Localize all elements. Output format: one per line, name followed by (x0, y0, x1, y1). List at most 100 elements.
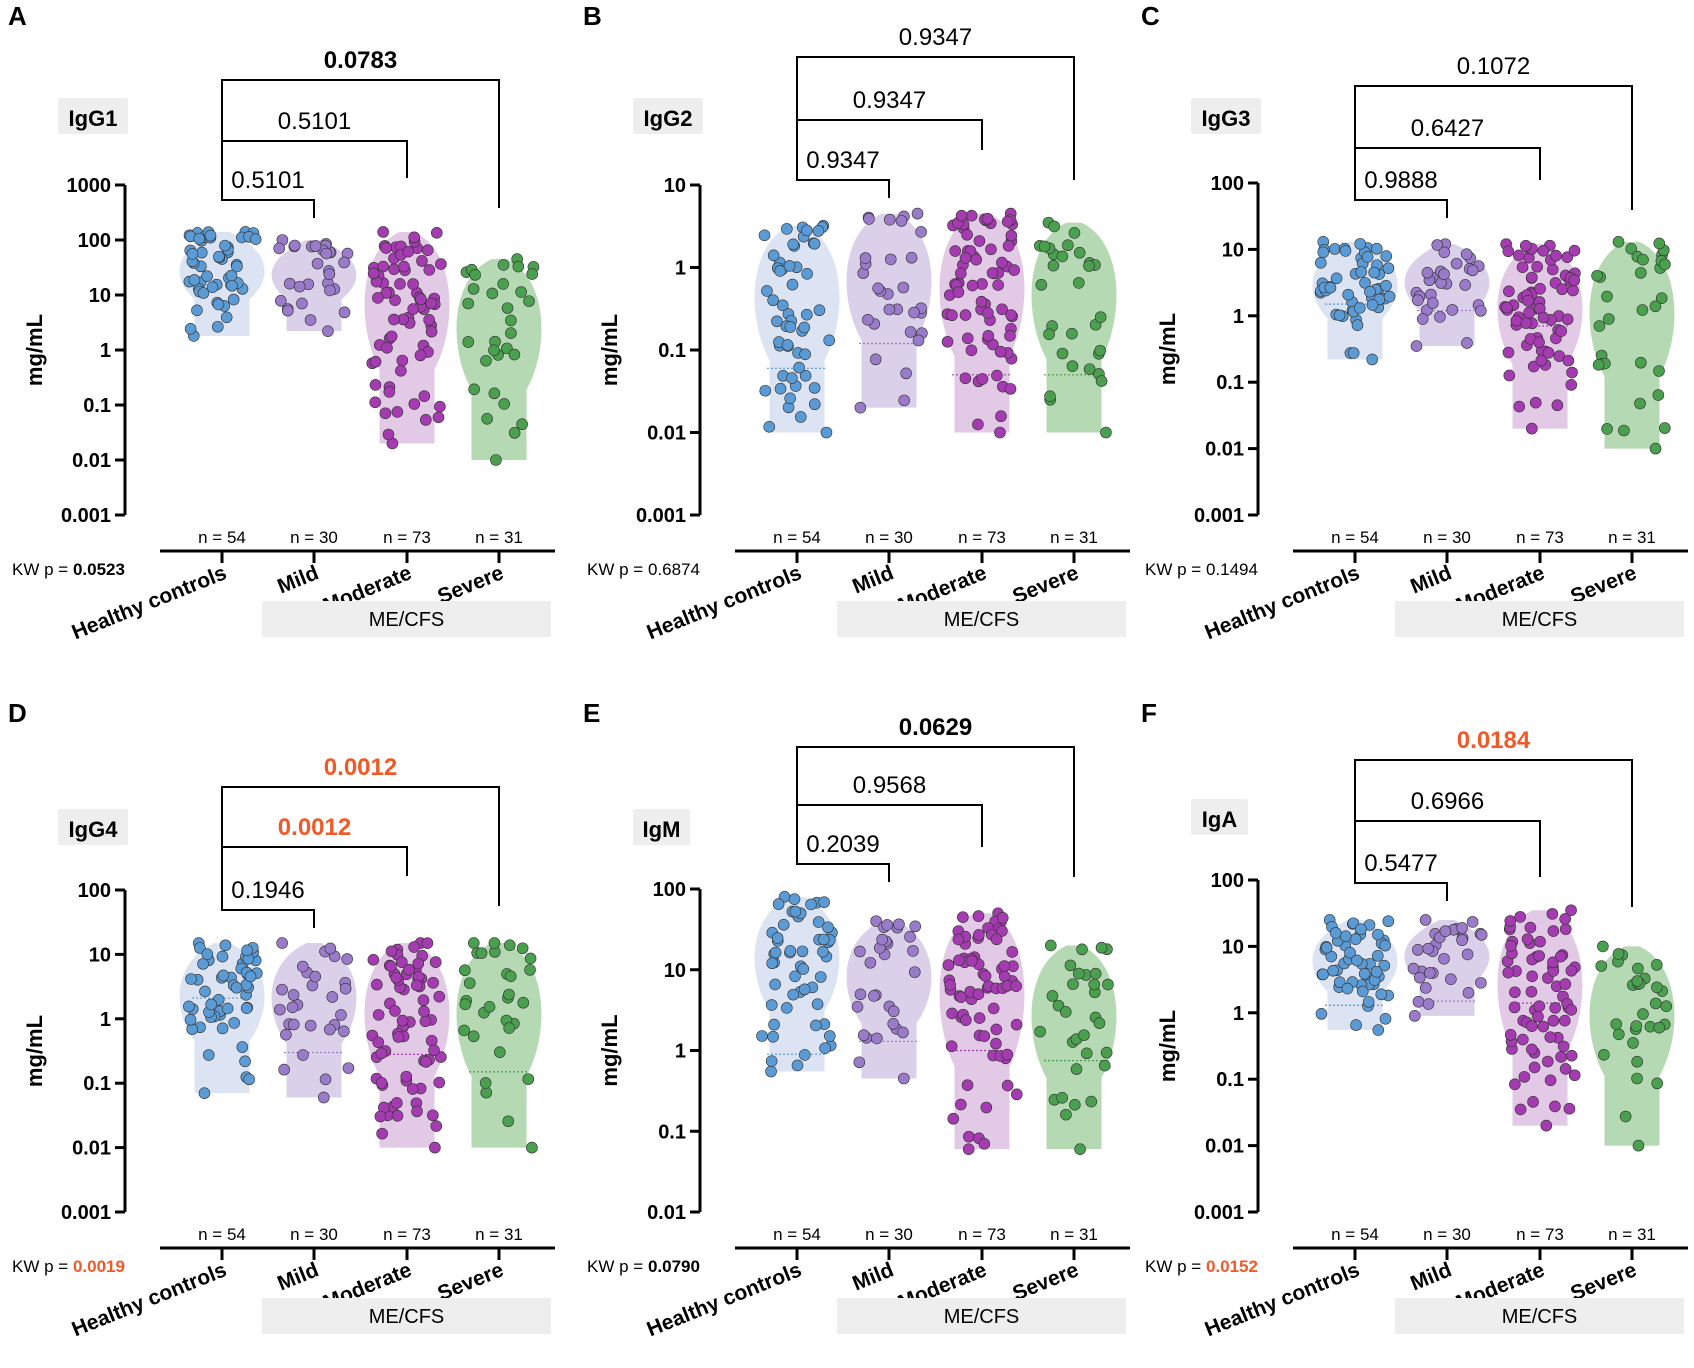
data-point (1649, 997, 1662, 1010)
data-point (1327, 964, 1339, 977)
data-point (1320, 941, 1333, 954)
data-point (1329, 927, 1342, 939)
data-point (1533, 336, 1545, 349)
data-point (959, 372, 972, 385)
data-point (1064, 959, 1077, 972)
data-point (812, 916, 825, 928)
data-point (769, 978, 781, 991)
data-point (1568, 1069, 1581, 1082)
y-tick-label: 1 (675, 258, 686, 280)
data-point (226, 279, 238, 292)
data-point (1563, 1102, 1576, 1115)
data-point (787, 988, 800, 1001)
n-label: n = 30 (290, 1225, 338, 1244)
y-tick-label: 0.1 (83, 1073, 111, 1095)
category-label: Mild (274, 561, 322, 598)
comparison-p-value: 0.6427 (1411, 115, 1484, 142)
panel-letter: B (583, 1, 602, 31)
data-point (515, 286, 527, 298)
data-point (814, 971, 827, 983)
data-point (309, 970, 322, 983)
data-point (1526, 1020, 1538, 1032)
data-point (994, 345, 1007, 358)
n-label: n = 30 (290, 528, 338, 547)
n-label: n = 73 (958, 528, 1006, 547)
data-point (1375, 988, 1388, 1001)
data-point (459, 998, 472, 1011)
data-point (205, 998, 217, 1011)
data-point (219, 239, 231, 252)
data-point (789, 905, 802, 918)
data-point (1550, 249, 1562, 262)
data-point (468, 383, 480, 396)
data-point (280, 1028, 292, 1041)
data-point (1541, 1055, 1554, 1068)
data-point (966, 955, 978, 967)
data-point (765, 1055, 778, 1067)
data-point (810, 1019, 822, 1032)
data-point (1559, 1014, 1571, 1027)
y-tick-label: 0.1 (1216, 1069, 1244, 1091)
data-point (1509, 986, 1521, 999)
data-point (962, 1143, 975, 1155)
data-point (1456, 922, 1468, 934)
data-point (408, 231, 421, 244)
data-point (1362, 996, 1375, 1008)
data-point (1461, 948, 1474, 961)
data-point (323, 268, 336, 280)
data-point (1502, 966, 1515, 979)
data-point (1649, 442, 1662, 455)
data-point (1383, 290, 1396, 303)
data-point (1044, 390, 1056, 403)
data-point (1431, 239, 1444, 251)
data-point (911, 207, 924, 220)
data-point (1001, 1079, 1014, 1092)
data-point (1521, 933, 1534, 945)
comparison-p-value: 0.9347 (853, 87, 926, 114)
data-point (1653, 365, 1665, 377)
title-box (633, 98, 703, 134)
data-point (1421, 266, 1434, 279)
panel-letter: C (1141, 1, 1160, 31)
data-point (239, 1055, 251, 1068)
title-box (1191, 799, 1248, 835)
data-point (322, 325, 334, 337)
data-point (396, 354, 409, 367)
data-point (319, 1073, 332, 1086)
data-point (419, 414, 432, 426)
data-point (1010, 1018, 1023, 1031)
data-point (400, 1070, 413, 1083)
data-point (488, 344, 500, 357)
data-point (799, 348, 811, 361)
data-point (480, 354, 492, 367)
n-label: n = 31 (1608, 1225, 1656, 1244)
comparison-p-value: 0.9347 (899, 24, 972, 51)
comparison-p-value: 0.9888 (1364, 167, 1437, 194)
data-point (1630, 1020, 1643, 1032)
data-point (1093, 1017, 1106, 1029)
data-point (905, 251, 918, 264)
violin-1 (271, 943, 357, 1098)
data-point (769, 946, 782, 959)
data-point (758, 229, 771, 242)
mecfs-label: ME/CFS (369, 609, 445, 631)
data-point (278, 1063, 290, 1076)
data-point (777, 918, 790, 931)
comparison-bracket (796, 746, 1075, 877)
data-point (1370, 242, 1383, 255)
data-point (198, 1087, 211, 1099)
data-point (201, 948, 214, 960)
data-point (1067, 978, 1079, 990)
data-point (423, 264, 436, 276)
data-point (341, 953, 353, 965)
data-point (494, 1046, 506, 1058)
comparison-bracket (221, 79, 500, 208)
data-point (1526, 422, 1538, 435)
data-point (497, 278, 510, 290)
panel-title: IgG2 (644, 106, 693, 131)
data-point (435, 258, 447, 270)
data-point (1503, 285, 1515, 298)
data-point (908, 306, 920, 319)
data-point (184, 1013, 197, 1026)
data-point (876, 933, 888, 946)
